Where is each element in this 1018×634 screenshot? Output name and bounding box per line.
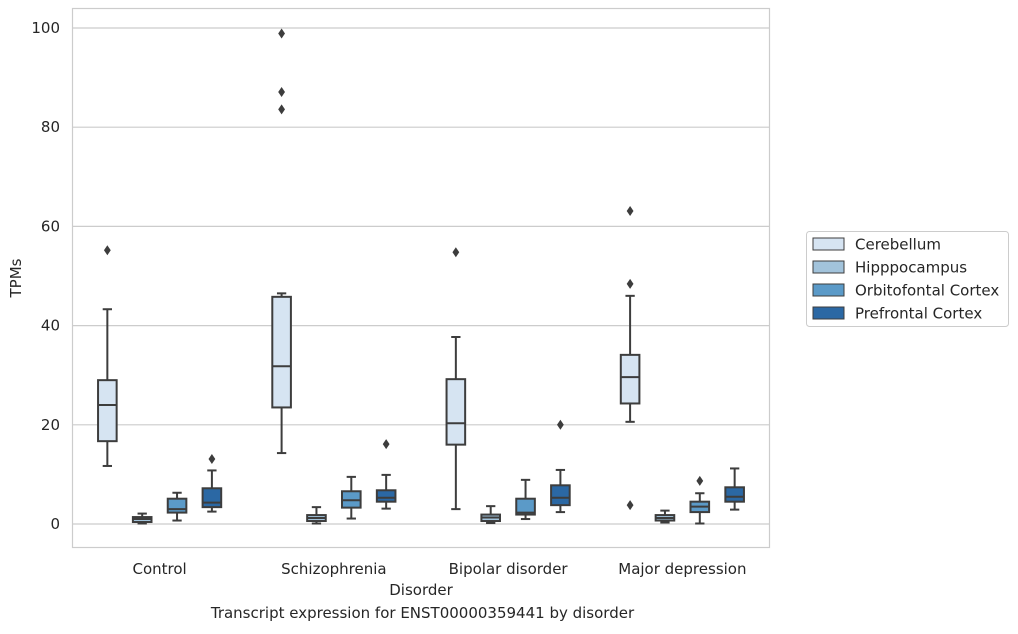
legend-label: Orbitofontal Cortex bbox=[855, 282, 999, 300]
box-0-1 bbox=[271, 28, 292, 455]
box-3-3 bbox=[724, 467, 745, 511]
box-2-3 bbox=[689, 475, 711, 525]
legend-label: Cerebellum bbox=[855, 236, 941, 254]
legend-label: Prefrontal Cortex bbox=[855, 305, 982, 323]
box-1-2 bbox=[480, 505, 501, 525]
box-0-3 bbox=[619, 206, 641, 511]
x-tick-label: Bipolar disorder bbox=[449, 560, 569, 578]
box-body bbox=[201, 487, 223, 509]
box-body bbox=[97, 379, 118, 443]
x-tick-label: Major depression bbox=[618, 560, 746, 578]
box-body bbox=[515, 497, 536, 516]
y-tick-labels: 0 20 40 60 80 100 bbox=[31, 19, 60, 533]
x-tick-labels: Control Schizophrenia Bipolar disorder Majo… bbox=[133, 560, 747, 578]
x-tick-label: Control bbox=[133, 560, 187, 578]
legend-swatch bbox=[812, 306, 845, 320]
outlier-point bbox=[382, 439, 390, 450]
box-2-2 bbox=[515, 478, 536, 521]
x-axis-label: Disorder bbox=[389, 581, 453, 599]
legend-frame bbox=[806, 231, 1009, 327]
outlier-point bbox=[278, 28, 285, 39]
x-tick-label: Schizophrenia bbox=[281, 560, 386, 578]
y-tick-label: 20 bbox=[41, 416, 60, 434]
plot-frame bbox=[71, 7, 771, 549]
box-body bbox=[550, 484, 571, 507]
box-body bbox=[724, 486, 745, 503]
box-0-0 bbox=[97, 245, 118, 467]
box-body bbox=[375, 489, 397, 503]
box-body bbox=[619, 353, 641, 405]
outlier-point bbox=[208, 454, 216, 465]
outlier-point bbox=[696, 475, 704, 486]
legend: Cerebellum Hipppocampus Orbitofontal Corte… bbox=[806, 231, 1009, 327]
outlier-point bbox=[626, 206, 634, 217]
legend-swatch bbox=[812, 237, 845, 251]
box-2-1 bbox=[341, 475, 362, 520]
box-plot-chart: 0 20 40 60 80 100 Control Schizophrenia Bipolar… bbox=[7, 7, 1009, 599]
y-tick-label: 60 bbox=[41, 217, 60, 235]
box-3-1 bbox=[375, 439, 397, 510]
box-1-0 bbox=[131, 512, 153, 525]
box-body bbox=[271, 295, 292, 409]
outlier-point bbox=[626, 500, 634, 511]
outlier-point bbox=[278, 86, 285, 97]
legend-swatch bbox=[812, 260, 845, 274]
y-axis-label: TPMs bbox=[7, 258, 25, 298]
outlier-point bbox=[626, 278, 634, 289]
outlier-point bbox=[278, 104, 285, 115]
box-3-0 bbox=[201, 454, 223, 513]
grid-lines bbox=[72, 27, 770, 525]
outlier-point bbox=[452, 247, 460, 258]
figure-caption: Transcript expression for ENST0000035944… bbox=[210, 604, 635, 622]
box-3-2 bbox=[550, 419, 571, 514]
y-tick-label: 0 bbox=[50, 515, 60, 533]
outlier-point bbox=[557, 419, 564, 430]
outlier-point bbox=[103, 245, 111, 256]
legend-swatch bbox=[812, 283, 845, 297]
box-1-3 bbox=[654, 509, 676, 524]
box-body bbox=[445, 378, 467, 446]
box-1-1 bbox=[306, 506, 327, 525]
legend-label: Hipppocampus bbox=[855, 259, 967, 277]
y-tick-label: 40 bbox=[41, 317, 60, 335]
y-tick-label: 100 bbox=[31, 19, 60, 37]
y-tick-label: 80 bbox=[41, 118, 60, 136]
box-2-0 bbox=[166, 491, 188, 522]
box-body bbox=[166, 497, 188, 514]
box-0-2 bbox=[445, 247, 467, 511]
plot-boxes bbox=[97, 28, 745, 525]
